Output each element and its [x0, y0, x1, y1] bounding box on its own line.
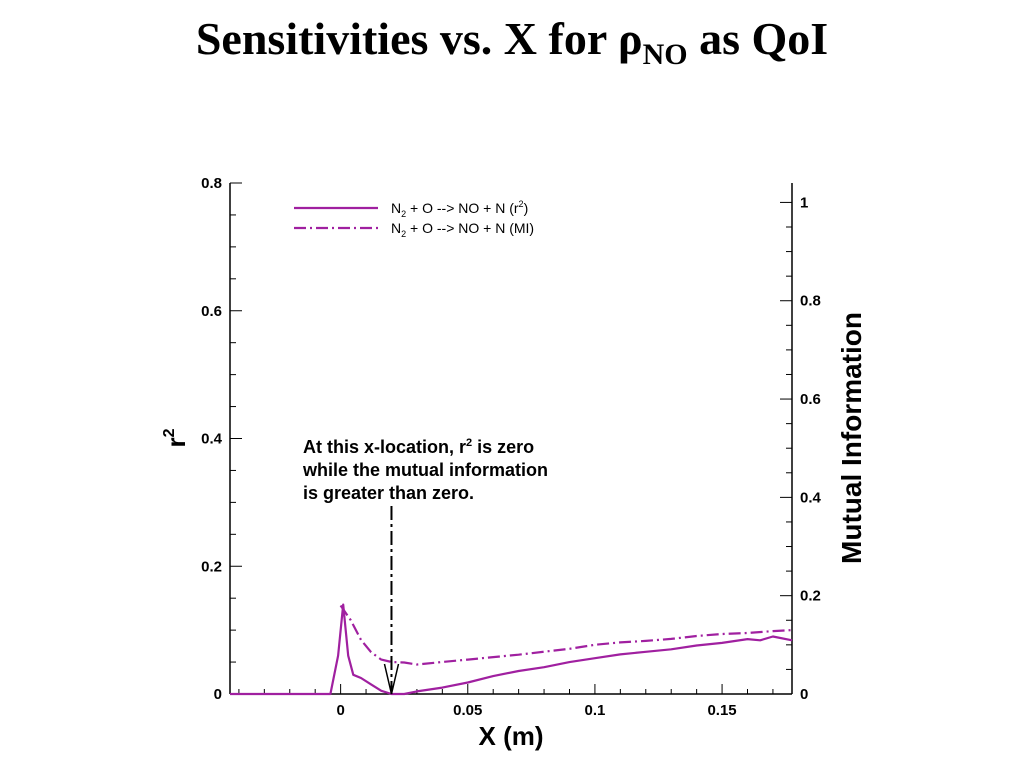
y-right-tick-label: 0.4 — [800, 489, 822, 506]
y-right-tick-label: 1 — [800, 194, 808, 211]
y-axis-label-right: Mutual Information — [836, 312, 867, 564]
y-right-tick-label: 0.6 — [800, 391, 821, 408]
y-left-tick-label: 0.6 — [201, 303, 222, 320]
title-suffix: as QoI — [687, 13, 829, 64]
series-line-r2 — [230, 603, 793, 696]
slide-title: Sensitivities vs. X for ρNO as QoI — [0, 12, 1024, 72]
y-right-tick-label: 0 — [800, 686, 808, 703]
y-left-tick-label: 0.4 — [201, 431, 223, 448]
x-tick-label: 0 — [336, 702, 344, 719]
y-right-tick-label: 0.2 — [800, 588, 821, 605]
annotation-arrowhead — [383, 663, 400, 695]
series-layer — [230, 603, 793, 696]
y-left-tick-label: 0.2 — [201, 558, 222, 575]
y-left-tick-label: 0 — [214, 686, 222, 703]
title-subscript: NO — [642, 38, 688, 71]
y-left-tick-label: 0.8 — [201, 175, 222, 192]
axis-ticks: 0 0.05 0.1 0.15 0 0.2 0.4 0.6 0.8 0 0.2 0.4 0.6 0.8 1 — [201, 175, 821, 719]
legend: N2 + O --> NO + N (r2) N2 + O --> NO + N… — [294, 199, 534, 239]
x-tick-label: 0.15 — [707, 702, 736, 719]
x-tick-label: 0.1 — [584, 702, 605, 719]
title-symbol: ρ — [617, 13, 643, 64]
legend-label-r2: N2 + O --> NO + N (r2) — [391, 199, 528, 219]
legend-label-mi: N2 + O --> NO + N (MI) — [391, 220, 534, 239]
y-right-tick-label: 0.8 — [800, 293, 821, 310]
x-axis-label: X (m) — [479, 721, 544, 751]
annotation-text: At this x-location, r2 is zero while the… — [302, 437, 553, 503]
annotation-layer — [383, 506, 400, 695]
x-tick-label: 0.05 — [453, 702, 482, 719]
series-line-mi — [339, 604, 793, 666]
title-prefix: Sensitivities vs. X for — [195, 13, 618, 64]
y-axis-label-left: r2 — [161, 428, 191, 447]
